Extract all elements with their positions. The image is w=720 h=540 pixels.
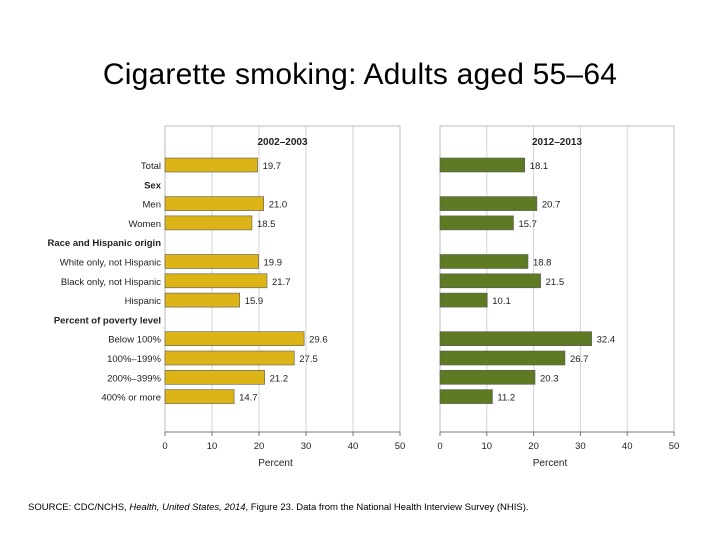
group-label: Percent of poverty level	[54, 315, 161, 326]
data-label: 21.2	[270, 373, 289, 384]
group-label: Sex	[144, 180, 162, 191]
bar	[439, 389, 493, 404]
data-label: 18.1	[530, 161, 549, 172]
category-label: Hispanic	[125, 296, 162, 307]
x-tick-label: 0	[437, 441, 442, 452]
data-label: 14.7	[239, 393, 258, 404]
x-tick-label: 20	[254, 441, 265, 452]
bar	[439, 254, 529, 269]
data-label: 15.7	[518, 219, 537, 230]
x-tick-label: 40	[348, 441, 359, 452]
x-tick-label: 20	[528, 441, 539, 452]
source-prefix: SOURCE: CDC/NCHS,	[28, 502, 130, 513]
category-label: 100%–199%	[107, 354, 161, 365]
x-axis-label: Percent	[533, 458, 568, 469]
data-label: 15.9	[245, 296, 263, 307]
bar	[164, 215, 253, 231]
category-label: Men	[143, 200, 161, 211]
panel-header: 2002–2003	[257, 137, 307, 148]
category-label: Total	[141, 161, 161, 172]
data-label: 19.9	[264, 258, 283, 269]
bar	[164, 254, 259, 269]
bar	[439, 350, 566, 366]
source-suffix: , Figure 23. Data from the National Heal…	[245, 502, 529, 513]
bar	[439, 331, 592, 347]
data-label: 29.6	[309, 335, 328, 346]
data-label: 21.7	[272, 277, 291, 288]
data-label: 10.1	[492, 296, 511, 307]
bar	[439, 196, 538, 211]
data-label: 19.7	[263, 161, 282, 172]
bar	[164, 350, 295, 366]
x-axis-label: Percent	[258, 458, 293, 469]
bar	[439, 369, 536, 385]
data-label: 27.5	[299, 354, 318, 365]
category-label: White only, not Hispanic	[60, 258, 161, 269]
bar	[439, 157, 526, 173]
category-label: 400% or more	[101, 393, 161, 404]
x-tick-label: 50	[395, 441, 406, 452]
category-label: 200%–399%	[107, 373, 161, 384]
data-label: 11.2	[497, 393, 515, 404]
bar	[164, 389, 235, 404]
category-label: Below 100%	[108, 335, 161, 346]
category-label: Black only, not Hispanic	[61, 277, 161, 288]
bar	[439, 292, 488, 308]
bar	[164, 196, 264, 211]
bar	[164, 331, 305, 347]
bar	[164, 157, 258, 173]
data-label: 18.8	[533, 258, 552, 269]
data-label: 21.0	[269, 200, 288, 211]
data-label: 20.7	[542, 200, 561, 211]
data-label: 20.3	[540, 373, 559, 384]
data-label: 21.5	[546, 277, 565, 288]
group-label: Race and Hispanic origin	[48, 238, 162, 249]
panel-header: 2012–2013	[532, 137, 582, 148]
x-tick-label: 10	[207, 441, 218, 452]
slide-title: Cigarette smoking: Adults aged 55–64	[102, 58, 618, 91]
data-label: 26.7	[570, 354, 589, 365]
x-tick-label: 50	[669, 441, 680, 452]
source-note: SOURCE: CDC/NCHS, Health, United States,…	[28, 502, 529, 513]
category-label: Women	[128, 219, 161, 230]
source-publication: Health, United States, 2014	[129, 502, 246, 513]
data-label: 18.5	[257, 219, 276, 230]
x-tick-label: 40	[622, 441, 633, 452]
bar	[164, 369, 265, 385]
data-label: 32.4	[597, 335, 616, 346]
x-tick-label: 10	[482, 441, 493, 452]
x-tick-label: 30	[575, 441, 586, 452]
bar	[164, 273, 268, 289]
bar	[439, 215, 514, 231]
bar	[439, 273, 541, 289]
x-tick-label: 30	[301, 441, 312, 452]
x-tick-label: 0	[162, 441, 167, 452]
bar	[164, 292, 241, 308]
